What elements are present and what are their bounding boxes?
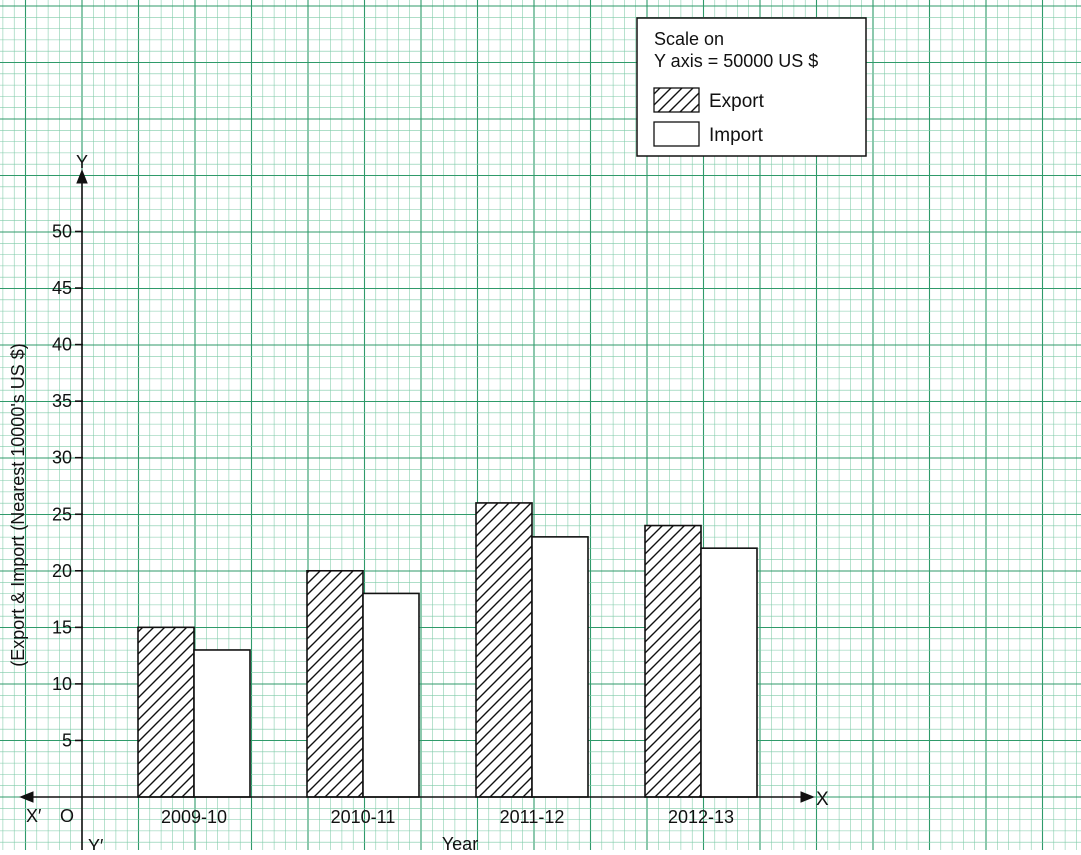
legend-import-label: Import bbox=[709, 125, 764, 146]
x-category-label-2012-13: 2012-13 bbox=[668, 807, 734, 827]
y-tick-label-5: 5 bbox=[62, 730, 72, 750]
legend-export-label: Export bbox=[709, 91, 765, 112]
export-bar-2012-13 bbox=[644, 524, 702, 798]
import-bar-2010-11 bbox=[362, 592, 420, 798]
y-axis-name: Y bbox=[76, 152, 88, 172]
x-axis-title: Year bbox=[442, 834, 478, 850]
import-bar-2009-10 bbox=[193, 649, 251, 798]
y-tick-label-15: 15 bbox=[52, 617, 72, 637]
legend-scale-line1: Scale on bbox=[654, 29, 724, 49]
export-bar-2009-10 bbox=[137, 626, 195, 798]
x-category-labels: 2009-10 2010-11 2011-12 2012-13 bbox=[161, 807, 734, 827]
bars-layer bbox=[137, 502, 758, 798]
y-tick-label-35: 35 bbox=[52, 391, 72, 411]
origin-label: O bbox=[60, 806, 74, 826]
y-tick-label-45: 45 bbox=[52, 278, 72, 298]
legend-export-swatch bbox=[653, 87, 700, 113]
y-tick-label-20: 20 bbox=[52, 561, 72, 581]
legend: Scale on Y axis = 50000 US $ Export Impo… bbox=[636, 17, 867, 157]
y-tick-label-30: 30 bbox=[52, 448, 72, 468]
y-neg-axis-name: Y′ bbox=[88, 836, 104, 850]
y-axis-title: (Export & Import (Nearest 10000's US $) bbox=[8, 343, 28, 667]
y-tick-label-25: 25 bbox=[52, 504, 72, 524]
legend-import-swatch bbox=[653, 121, 700, 147]
x-axis-name: X bbox=[816, 789, 829, 810]
axes-layer bbox=[19, 169, 815, 850]
import-bar-2012-13 bbox=[700, 547, 758, 798]
y-tick-label-50: 50 bbox=[52, 222, 72, 242]
x-category-label-2010-11: 2010-11 bbox=[331, 807, 396, 827]
y-tick-label-10: 10 bbox=[52, 674, 72, 694]
y-tick-label-40: 40 bbox=[52, 335, 72, 355]
import-bar-2011-12 bbox=[531, 536, 589, 798]
x-category-label-2011-12: 2011-12 bbox=[500, 807, 565, 827]
x-category-label-2009-10: 2009-10 bbox=[161, 807, 227, 827]
legend-scale-line2: Y axis = 50000 US $ bbox=[654, 51, 818, 71]
export-bar-2010-11 bbox=[306, 569, 364, 798]
y-ticks-layer: 5 10 15 20 25 30 35 40 45 50 bbox=[52, 222, 83, 750]
export-bar-2011-12 bbox=[475, 502, 533, 798]
x-neg-axis-name: X′ bbox=[26, 806, 42, 826]
